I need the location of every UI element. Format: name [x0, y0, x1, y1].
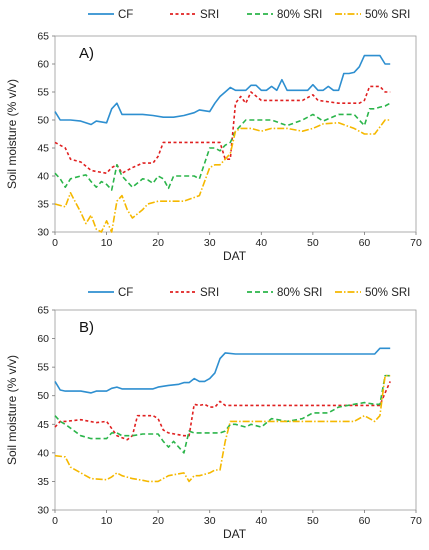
panel-b-legend-label: CF	[118, 287, 133, 299]
panel-b-y-tick-label: 45	[37, 419, 49, 431]
panel-a-x-tick-label: 70	[410, 237, 422, 249]
panel-b-x-tick-label: 30	[204, 515, 216, 527]
panel-b-legend-label: SRI	[200, 287, 219, 299]
panel-a-y-tick-label: 35	[37, 199, 49, 211]
panel-b-x-tick-label: 20	[152, 515, 164, 527]
panel-b-x-tick-label: 60	[359, 515, 371, 527]
panel-a-label: A)	[79, 45, 94, 62]
panel-a-series-sri-line	[54, 85, 391, 174]
panel-b-legend-label: 50% SRI	[365, 287, 410, 299]
panel-a-x-axis-title: DAT	[223, 249, 247, 263]
panel-b-y-tick-label: 40	[37, 447, 49, 459]
panel-b-y-tick-label: 30	[37, 505, 49, 517]
panel-b-legend-label: 80% SRI	[277, 287, 322, 299]
panel-b-y-tick-label: 65	[37, 305, 49, 317]
panel-a-y-tick-label: 60	[37, 59, 49, 71]
panel-a-group: 30 35 40 45 50 55 60 65 0 10 20 30 40 50 60 70 DAT Soil m…	[5, 9, 422, 263]
panel-a-y-tick-label: 40	[37, 171, 49, 183]
panel-b-series-cf-line	[54, 347, 391, 394]
panel-a-series-50-sri-line	[54, 119, 391, 233]
panel-b-x-axis-title: DAT	[223, 527, 247, 541]
panel-b-x-tick-label: 10	[101, 515, 113, 527]
panel-a-x-tick-label: 10	[101, 237, 113, 249]
panel-b-x-tick-label: 40	[255, 515, 267, 527]
panel-b-x-tick-label: 50	[307, 515, 319, 527]
panel-b-series-sri-line	[54, 381, 391, 441]
panel-a-y-tick-label: 30	[37, 227, 49, 239]
panel-a-plot-frame	[54, 35, 417, 233]
panel-a-x-tick-label: 50	[307, 237, 319, 249]
panel-b-y-tick-label: 35	[37, 476, 49, 488]
panel-a-legend-label: SRI	[200, 9, 219, 21]
panel-b-plot-frame	[54, 309, 417, 511]
panel-a-y-tick-label: 50	[37, 115, 49, 127]
panel-a-x-tick-label: 20	[152, 237, 164, 249]
panel-a-series-cf-line	[54, 54, 391, 126]
panel-a-x-tick-label: 60	[359, 237, 371, 249]
panel-a-series-80-sri-line	[54, 102, 391, 191]
panel-a-y-tick-label: 65	[37, 31, 49, 43]
panel-a-legend-label: 80% SRI	[277, 9, 322, 21]
panel-b-series-50-sri-line	[54, 374, 391, 483]
panel-b-y-tick-label: 55	[37, 362, 49, 374]
panel-b-y-axis-title: Soil moisture (% v/v)	[5, 355, 19, 465]
panel-a-y-tick-label: 55	[37, 87, 49, 99]
panel-b-y-tick-label: 60	[37, 333, 49, 345]
panel-b-y-tick-label: 50	[37, 390, 49, 402]
panel-a-x-tick-label: 30	[204, 237, 216, 249]
panel-a-y-tick-label: 45	[37, 143, 49, 155]
panel-b-label: B)	[79, 319, 94, 336]
panel-a-legend-label: 50% SRI	[365, 9, 410, 21]
panel-b-x-tick-label: 70	[410, 515, 422, 527]
panel-a-legend-label: CF	[118, 9, 133, 21]
panel-b-series-80-sri-line	[54, 374, 391, 454]
panel-a-x-tick-label: 40	[255, 237, 267, 249]
panel-a-y-axis-title: Soil moisture (% v/v)	[5, 79, 19, 189]
panel-b-x-tick-label: 0	[52, 515, 58, 527]
panel-b-group: 30 35 40 45 50 55 60 65 0 10 20 30 40 50 60 70 DAT Soil m…	[5, 287, 422, 541]
panel-a-x-tick-label: 0	[52, 237, 58, 249]
